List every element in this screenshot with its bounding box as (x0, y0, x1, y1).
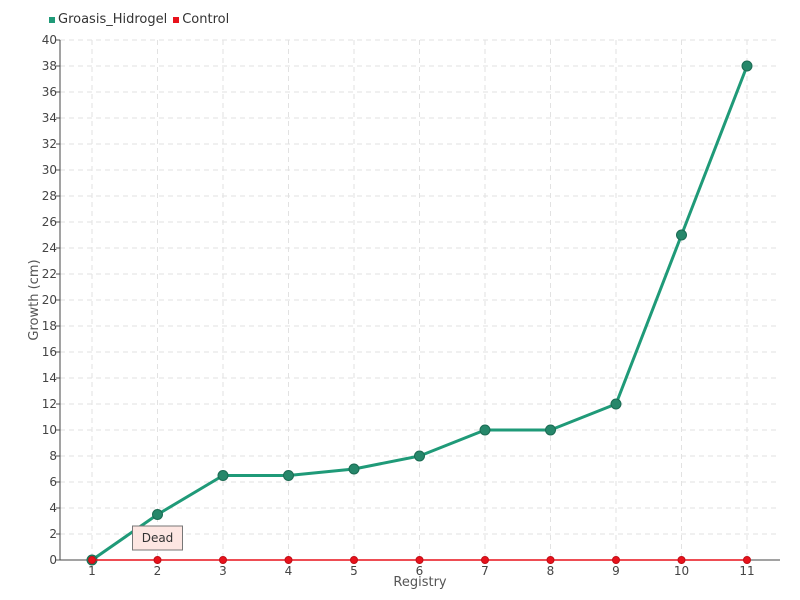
y-tick-label: 28 (42, 189, 57, 203)
grid (60, 39, 780, 560)
y-tick-label: 6 (49, 475, 57, 489)
data-point-groasis (479, 424, 491, 436)
x-tick-label: 10 (674, 564, 689, 578)
data-point-control (415, 556, 424, 564)
y-tick-label: 24 (42, 241, 57, 255)
x-tick-label: 3 (219, 564, 227, 578)
data-point-groasis (348, 463, 360, 475)
x-axis-title: Registry (393, 575, 447, 590)
y-tick-label: 40 (42, 33, 57, 47)
x-tick-label: 2 (154, 564, 162, 578)
legend-item-control[interactable]: Control (173, 12, 229, 27)
y-tick-label: 4 (49, 501, 57, 515)
annotation-tooltip: Dead (132, 525, 183, 551)
x-tick-label: 7 (481, 564, 489, 578)
x-tick-label: 11 (739, 564, 754, 578)
y-tick-label: 8 (49, 449, 57, 463)
x-tick-label: 4 (285, 564, 293, 578)
legend-swatch-control (173, 16, 180, 23)
data-point-control (546, 556, 555, 564)
y-tick-label: 26 (42, 215, 57, 229)
series-layer (86, 60, 753, 566)
legend-label-control: Control (182, 12, 230, 27)
x-tick-label: 1 (88, 564, 96, 578)
data-point-control (743, 556, 751, 564)
data-point-control (481, 556, 489, 564)
y-tick-label: 12 (42, 397, 57, 411)
annotation-box (132, 525, 183, 551)
y-tick-label: 38 (42, 59, 57, 73)
legend-item-groasis[interactable]: Groasis_Hidrogel (49, 12, 167, 27)
y-tick-label: 16 (42, 345, 57, 359)
x-tick-label: 8 (547, 564, 555, 578)
data-point-control (350, 556, 358, 564)
data-point-groasis (610, 398, 622, 410)
y-tick-label: 30 (42, 163, 57, 177)
data-point-control (88, 556, 96, 564)
y-tick-label: 32 (42, 137, 57, 151)
y-tick-label: 36 (42, 85, 57, 99)
data-point-groasis (217, 470, 229, 481)
y-tick-label: 14 (42, 371, 57, 385)
y-tick-label: 0 (49, 553, 57, 567)
legend-swatch-groasis (49, 16, 55, 23)
legend-label-groasis: Groasis_Hidrogel (58, 12, 168, 27)
data-point-groasis (741, 60, 753, 72)
data-point-control (677, 556, 686, 564)
x-tick-label: 5 (350, 564, 358, 578)
data-point-control (219, 556, 227, 564)
y-tick-label: 2 (49, 527, 57, 541)
data-point-control (284, 556, 293, 564)
data-point-groasis (545, 424, 556, 436)
y-tick-label: 22 (42, 267, 57, 281)
x-tick-label: 6 (416, 564, 424, 578)
data-point-groasis (676, 229, 687, 241)
data-point-groasis (283, 470, 294, 481)
y-tick-label: 10 (42, 423, 57, 437)
data-point-control (612, 556, 620, 564)
data-point-groasis (152, 509, 163, 520)
x-axis-ticks: 1 2 3 4 5 6 7 8 9 10 11 (88, 560, 755, 578)
y-tick-label: 34 (42, 111, 57, 125)
y-tick-label: 18 (42, 319, 57, 333)
data-point-groasis (414, 450, 425, 462)
data-point-control (153, 556, 162, 564)
y-tick-label: 20 (42, 293, 57, 307)
annotation-text: Dead (142, 531, 174, 545)
y-axis-title: Growth (cm) (27, 259, 42, 340)
x-tick-label: 9 (612, 564, 620, 578)
legend: Groasis_Hidrogel Control (49, 12, 235, 27)
